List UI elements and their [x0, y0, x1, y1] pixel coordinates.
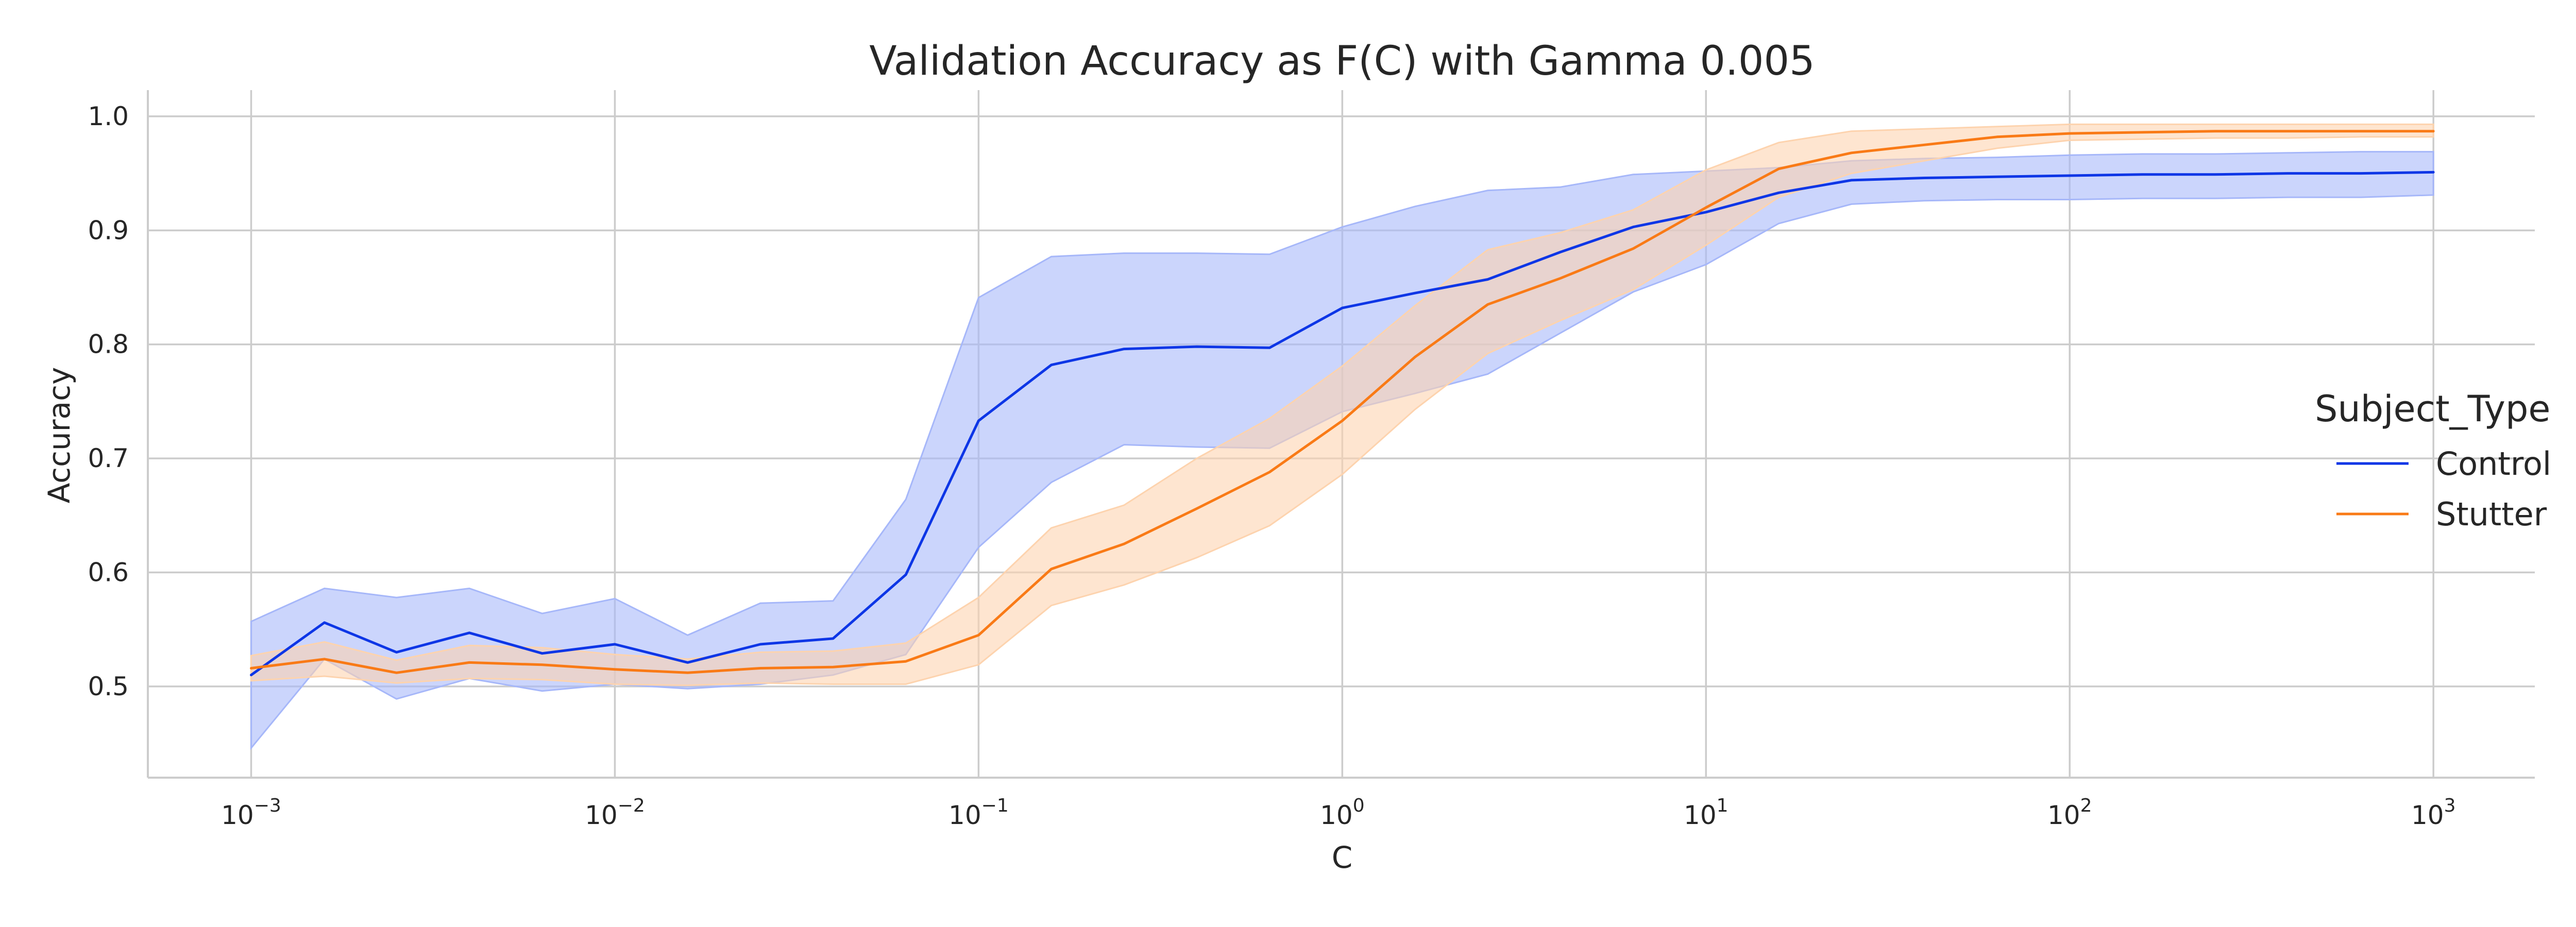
x-tick-label-4: 101	[1684, 795, 1728, 830]
y-tick-label-4: 0.9	[88, 215, 129, 245]
y-tick-label-2: 0.7	[88, 443, 129, 473]
series-lines	[250, 130, 2435, 677]
x-axis-label: C	[1332, 840, 1353, 875]
x-tick-label-0: 10−3	[221, 795, 281, 830]
stutter-series-line	[250, 130, 2435, 674]
x-tick-label-3: 100	[1320, 795, 1365, 830]
x-tick-label-1: 10−2	[585, 795, 645, 830]
y-axis-label: Accuracy	[42, 367, 77, 504]
legend-items: Control Stutter	[2336, 445, 2551, 533]
y-tick-label-3: 0.8	[88, 330, 129, 359]
confidence-bands	[250, 123, 2434, 750]
legend-title: Subject_Type	[2315, 388, 2550, 430]
control-confidence-band	[250, 151, 2434, 750]
control-series-line	[250, 170, 2435, 677]
x-tick-label-5: 102	[2047, 795, 2092, 830]
stutter-confidence-band	[250, 123, 2434, 686]
x-tick-label-2: 10−1	[948, 795, 1009, 830]
grid-lines	[148, 90, 2535, 778]
x-tick-label-6: 103	[2411, 795, 2456, 830]
y-tick-labels: 0.5 0.6 0.7 0.8 0.9 1.0	[88, 101, 129, 701]
axes	[147, 90, 2535, 779]
x-tick-labels: 10−3 10−2 10−1 100 101 102 103	[221, 795, 2455, 830]
legend: Subject_Type Control Stutter	[2315, 388, 2551, 533]
y-tick-label-1: 0.6	[88, 557, 129, 587]
legend-control-label: Control	[2436, 445, 2551, 483]
y-tick-label-0: 0.5	[88, 672, 129, 701]
chart-title: Validation Accuracy as F(C) with Gamma 0…	[869, 38, 1815, 84]
legend-stutter-label: Stutter	[2436, 495, 2547, 533]
y-tick-label-5: 1.0	[88, 101, 129, 131]
